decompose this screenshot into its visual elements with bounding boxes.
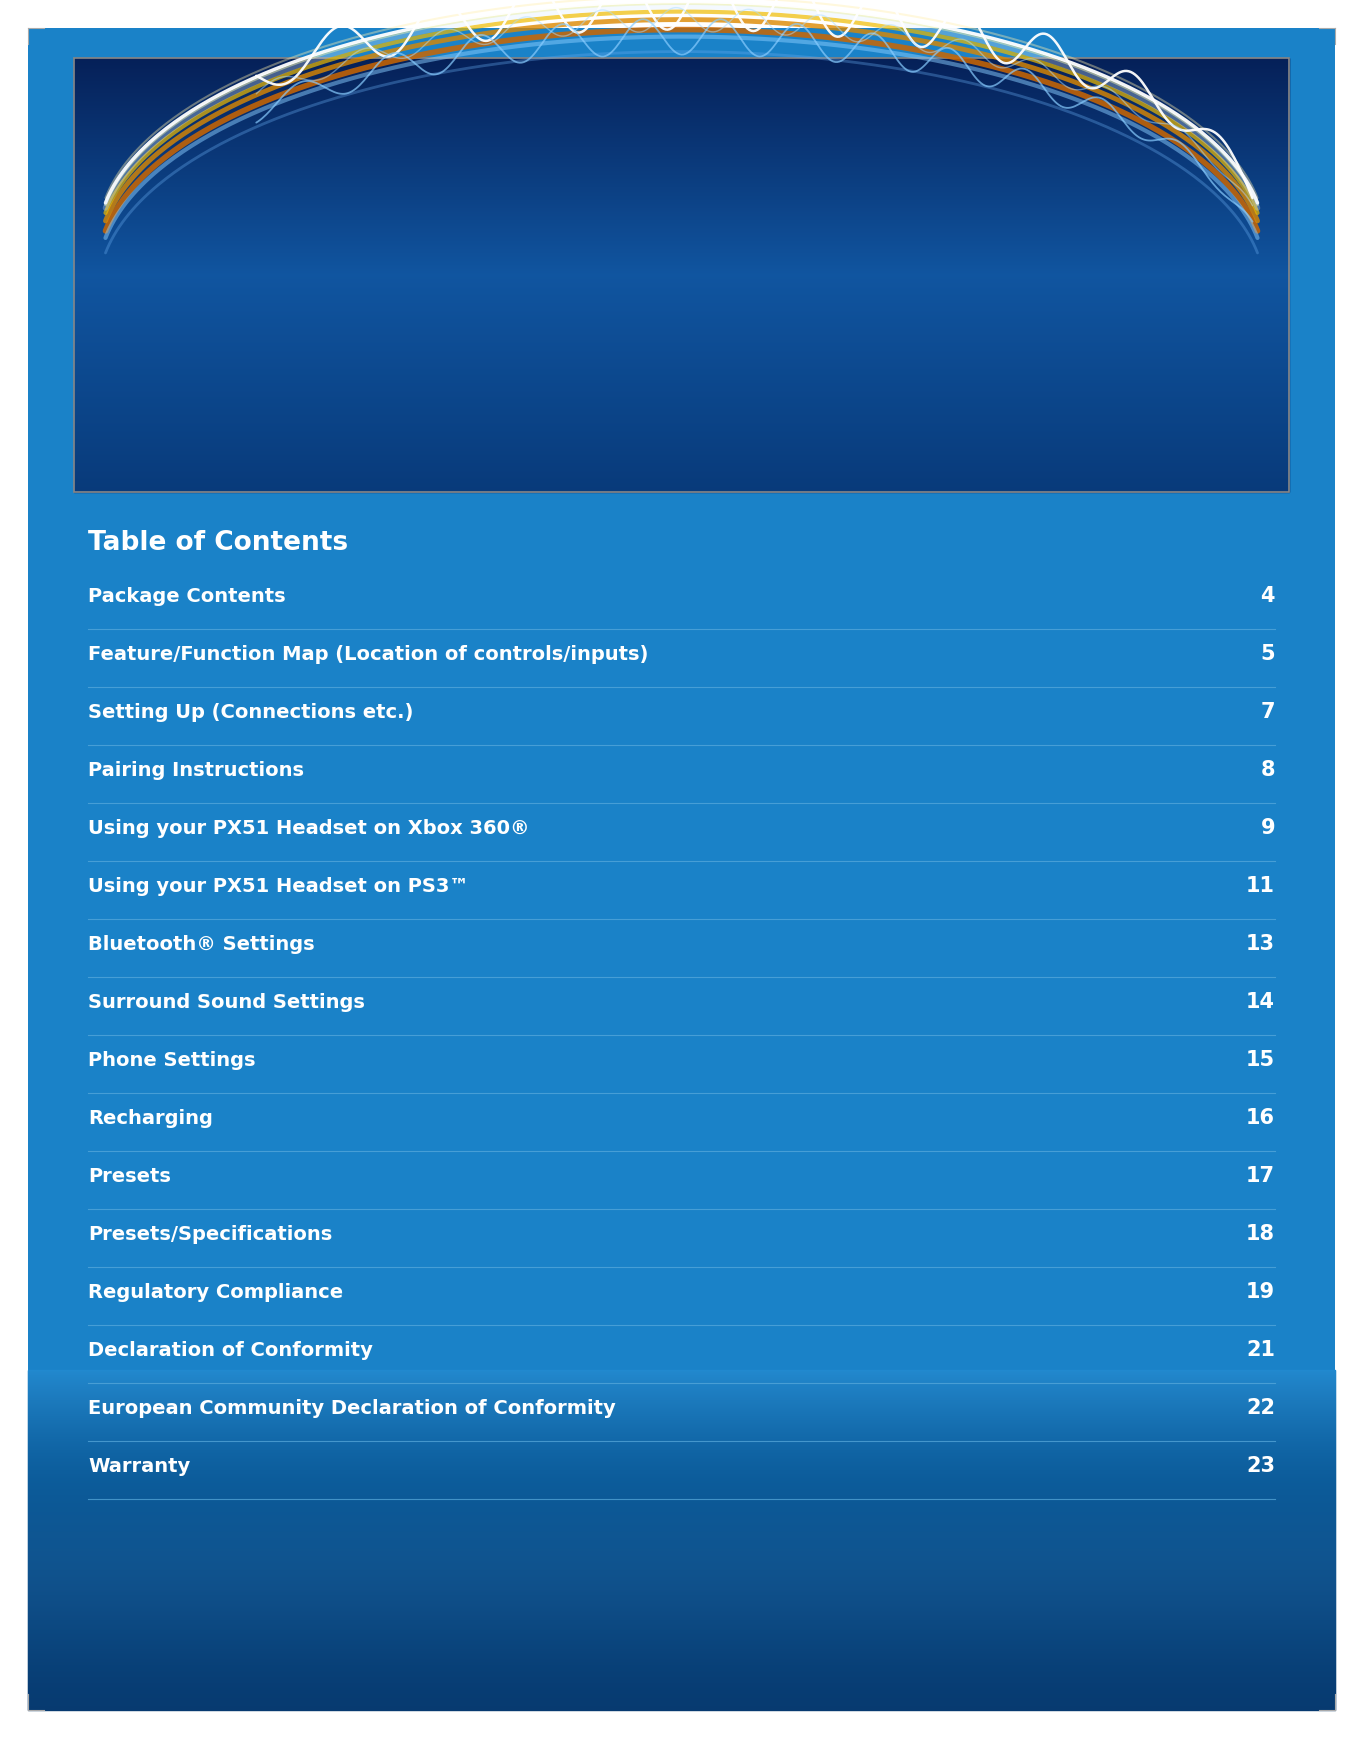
Text: 7: 7 (1261, 702, 1274, 723)
Text: 8: 8 (1261, 760, 1274, 780)
Text: Bluetooth® Settings: Bluetooth® Settings (89, 935, 315, 954)
Text: 21: 21 (1246, 1340, 1274, 1361)
Text: 4: 4 (1261, 586, 1274, 607)
Text: 9: 9 (1261, 819, 1274, 838)
Text: 13: 13 (1246, 935, 1274, 954)
Text: 23: 23 (1246, 1456, 1274, 1476)
Text: Using your PX51 Headset on Xbox 360®: Using your PX51 Headset on Xbox 360® (89, 819, 530, 838)
Text: Using your PX51 Headset on PS3™: Using your PX51 Headset on PS3™ (89, 878, 469, 895)
Text: 18: 18 (1246, 1224, 1274, 1244)
Bar (74, 57, 1289, 492)
Text: Package Contents: Package Contents (89, 587, 286, 607)
Text: 5: 5 (1261, 645, 1274, 664)
Text: Declaration of Conformity: Declaration of Conformity (89, 1340, 373, 1359)
Text: Presets/Specifications: Presets/Specifications (89, 1225, 333, 1244)
Text: Presets: Presets (89, 1166, 170, 1185)
Text: Phone Settings: Phone Settings (89, 1051, 255, 1071)
Text: Surround Sound Settings: Surround Sound Settings (89, 992, 365, 1012)
Text: 17: 17 (1246, 1166, 1274, 1187)
Text: 19: 19 (1246, 1283, 1274, 1302)
Text: European Community Declaration of Conformity: European Community Declaration of Confor… (89, 1399, 616, 1418)
Text: 22: 22 (1246, 1399, 1274, 1418)
Text: 11: 11 (1246, 876, 1274, 897)
Text: Setting Up (Connections etc.): Setting Up (Connections etc.) (89, 702, 413, 721)
Text: 14: 14 (1246, 992, 1274, 1012)
Text: Warranty: Warranty (89, 1456, 191, 1476)
Text: Pairing Instructions: Pairing Instructions (89, 761, 304, 780)
Text: 16: 16 (1246, 1109, 1274, 1128)
Text: Recharging: Recharging (89, 1109, 213, 1128)
Text: Feature/Function Map (Location of controls/inputs): Feature/Function Map (Location of contro… (89, 645, 649, 664)
Text: Regulatory Compliance: Regulatory Compliance (89, 1283, 343, 1302)
Text: 15: 15 (1246, 1050, 1274, 1071)
Text: Table of Contents: Table of Contents (89, 530, 348, 556)
